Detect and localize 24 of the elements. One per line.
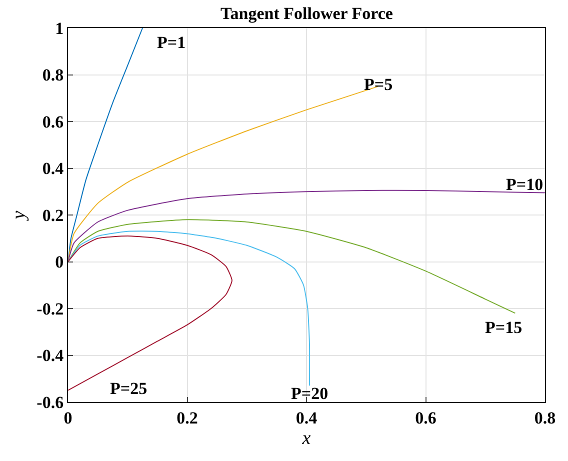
y-tick-label: 0 (55, 252, 64, 272)
x-tick-label: 0.8 (534, 408, 556, 428)
y-tick-label: 0.6 (42, 112, 64, 132)
series-label: P=15 (485, 318, 522, 337)
y-tick-label: -0.6 (36, 392, 64, 412)
y-tick-label: 0.4 (42, 159, 64, 178)
series-label: P=10 (506, 175, 544, 194)
series-label: P=1 (157, 33, 186, 52)
x-tick-label: 0.6 (415, 408, 436, 428)
x-tick-label: 0.4 (296, 408, 318, 428)
line-series (68, 219, 516, 314)
series-label: P=25 (110, 379, 148, 398)
x-axis-title: x (301, 428, 312, 450)
x-tick-label: 0.2 (176, 408, 198, 428)
y-tick-label: 0.2 (42, 206, 64, 225)
series-label: P=20 (291, 384, 328, 403)
line-series (68, 190, 545, 262)
chart-title: Tangent Follower Force (220, 4, 394, 23)
y-tick-label: -0.2 (36, 299, 64, 318)
series-label: P=5 (364, 75, 393, 94)
y-tick-label: 0.8 (42, 66, 64, 85)
y-axis-title: y (8, 210, 30, 222)
y-tick-label: 1 (55, 18, 64, 38)
y-tick-label: -0.4 (36, 346, 64, 366)
